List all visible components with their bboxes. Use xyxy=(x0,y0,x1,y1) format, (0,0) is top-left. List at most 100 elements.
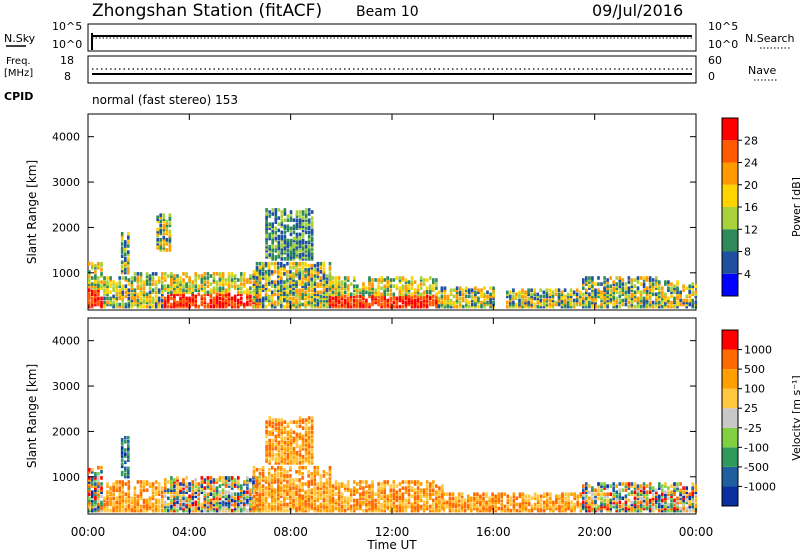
data-cell xyxy=(273,300,277,305)
data-cell xyxy=(255,494,259,499)
data-cell xyxy=(533,506,537,511)
data-cell xyxy=(506,504,510,509)
data-cell xyxy=(334,298,338,303)
data-cell xyxy=(176,492,179,496)
data-cell xyxy=(563,298,567,303)
data-cell xyxy=(255,292,259,297)
data-cell xyxy=(301,216,305,220)
data-cell xyxy=(164,482,167,486)
data-cell xyxy=(286,446,290,451)
data-cell xyxy=(240,500,243,505)
data-cell xyxy=(173,292,176,297)
data-cell xyxy=(664,282,667,286)
data-cell xyxy=(265,242,268,247)
data-cell xyxy=(170,284,173,288)
data-cell xyxy=(316,482,320,486)
data-cell xyxy=(377,284,380,288)
data-cell xyxy=(261,274,265,278)
data-cell xyxy=(91,467,94,472)
data-cell xyxy=(688,294,691,299)
data-cell xyxy=(597,506,600,511)
data-cell xyxy=(570,500,573,505)
data-cell xyxy=(425,298,429,303)
data-cell xyxy=(133,500,137,505)
data-cell xyxy=(549,506,552,511)
data-cell xyxy=(212,494,216,499)
data-cell xyxy=(328,494,332,499)
data-cell xyxy=(301,288,304,292)
data-cell xyxy=(691,286,694,290)
data-cell xyxy=(130,496,134,501)
data-cell xyxy=(127,488,131,492)
data-cell xyxy=(554,302,558,307)
data-cell xyxy=(274,422,278,426)
data-cell xyxy=(371,284,374,288)
data-cell xyxy=(664,300,667,305)
data-cell xyxy=(630,294,634,299)
data-cell xyxy=(280,440,284,445)
data-cell xyxy=(292,498,295,503)
data-cell xyxy=(636,290,640,295)
data-cell xyxy=(139,504,143,509)
data-cell xyxy=(136,276,140,280)
data-cell xyxy=(322,302,326,307)
data-cell xyxy=(615,288,618,292)
data-cell xyxy=(673,500,676,505)
data-cell xyxy=(215,272,219,276)
data-cell xyxy=(457,500,461,505)
data-cell xyxy=(676,294,679,299)
data-cell xyxy=(161,290,164,295)
data-cell xyxy=(340,492,344,496)
data-cell xyxy=(307,508,310,513)
colorbar-segment xyxy=(722,369,738,389)
data-cell xyxy=(176,476,179,480)
data-cell xyxy=(227,276,231,280)
data-cell xyxy=(301,255,305,259)
data-cell xyxy=(676,296,679,301)
data-cell xyxy=(240,508,243,513)
data-cell xyxy=(206,504,210,509)
data-cell xyxy=(307,226,311,231)
data-cell xyxy=(286,459,290,463)
data-cell xyxy=(280,453,284,457)
data-cell xyxy=(112,302,115,307)
data-cell xyxy=(289,459,293,463)
data-cell xyxy=(154,300,158,305)
data-cell xyxy=(543,508,546,513)
data-cell xyxy=(268,246,271,251)
data-cell xyxy=(389,296,393,301)
data-cell xyxy=(383,498,386,503)
data-cell xyxy=(642,496,646,501)
data-cell xyxy=(539,504,543,509)
data-cell xyxy=(298,504,301,509)
data-cell xyxy=(673,300,676,305)
data-cell xyxy=(295,232,299,237)
data-cell xyxy=(88,486,91,490)
data-cell xyxy=(280,424,284,428)
data-cell xyxy=(298,253,302,257)
data-cell xyxy=(588,296,591,301)
data-cell xyxy=(518,492,522,496)
data-cell xyxy=(268,446,271,451)
data-cell xyxy=(615,298,618,303)
data-cell xyxy=(168,244,172,248)
data-cell xyxy=(328,502,332,507)
data-cell xyxy=(124,452,127,456)
data-cell xyxy=(179,498,182,503)
data-cell xyxy=(655,488,658,492)
data-cell xyxy=(298,436,302,441)
data-cell xyxy=(185,282,188,286)
data-cell xyxy=(154,280,158,284)
data-cell xyxy=(564,508,567,513)
data-cell xyxy=(658,486,661,490)
data-cell xyxy=(549,508,552,513)
data-cell xyxy=(268,214,271,218)
data-cell xyxy=(454,500,458,505)
data-cell xyxy=(94,490,97,494)
data-cell xyxy=(265,446,268,451)
data-cell xyxy=(470,498,473,503)
data-cell xyxy=(283,234,287,239)
data-cell xyxy=(454,508,458,513)
data-cell xyxy=(112,304,115,309)
data-cell xyxy=(271,212,274,216)
